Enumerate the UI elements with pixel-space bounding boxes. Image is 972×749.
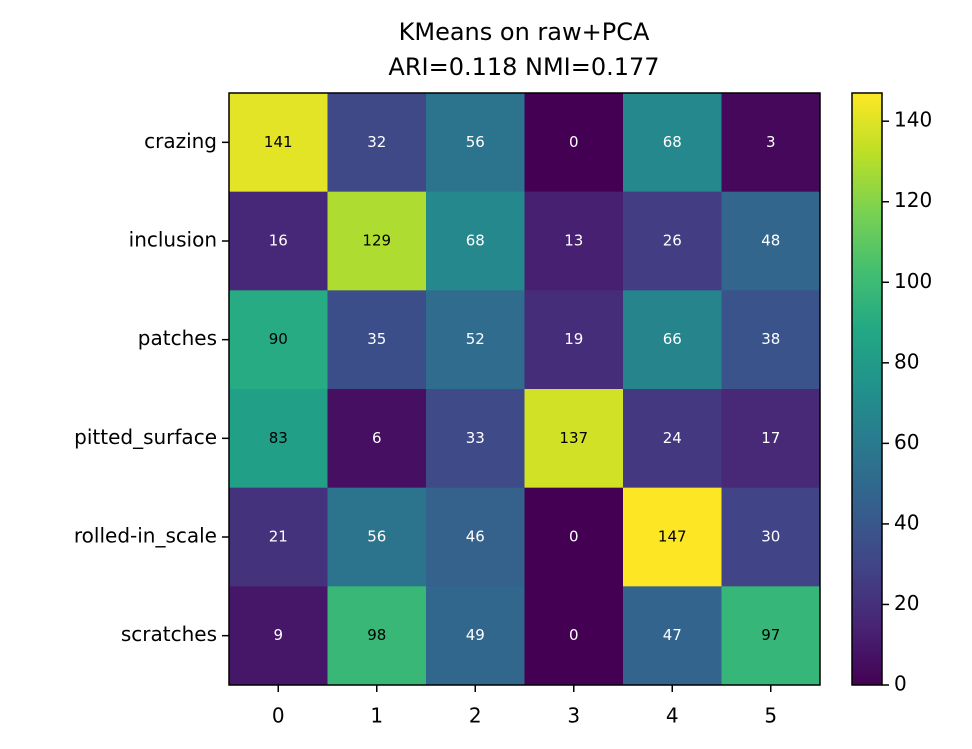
heatmap-cell	[327, 290, 427, 390]
heatmap-cell	[524, 487, 624, 587]
heatmap-cell	[426, 487, 525, 587]
heatmap-cell	[327, 191, 427, 291]
heatmap-cell	[229, 487, 328, 587]
chart-title: KMeans on raw+PCA	[399, 18, 650, 46]
heatmap-cell	[524, 389, 624, 489]
cell-label: 21	[269, 528, 288, 546]
heatmap-cell	[623, 93, 722, 193]
cell-label: 48	[761, 232, 780, 250]
cell-label: 19	[564, 330, 583, 348]
cell-label: 16	[269, 232, 288, 250]
heatmap-cell	[327, 389, 427, 489]
cell-label: 33	[466, 429, 485, 447]
heatmap-cell	[524, 586, 624, 686]
heatmap-cell	[623, 290, 722, 390]
cell-label: 56	[367, 528, 386, 546]
cell-label: 141	[264, 133, 293, 151]
cell-label: 83	[269, 429, 288, 447]
cell-label: 147	[658, 528, 687, 546]
cell-label: 56	[466, 133, 485, 151]
cell-label: 6	[372, 429, 382, 447]
heatmap-cell	[229, 389, 328, 489]
cell-label: 32	[367, 133, 386, 151]
colorbar-tick-label: 140	[894, 108, 932, 132]
x-tick-label: 1	[370, 704, 383, 728]
heatmap-cell	[721, 93, 821, 193]
x-tick-label: 2	[469, 704, 482, 728]
y-tick-label: scratches	[121, 622, 217, 646]
cell-label: 129	[362, 232, 391, 250]
y-tick-label: crazing	[144, 129, 217, 153]
heatmap-cell	[426, 93, 525, 193]
cell-label: 52	[466, 330, 485, 348]
cell-label: 68	[663, 133, 682, 151]
heatmap-cell	[426, 290, 525, 390]
y-tick-label: pitted_surface	[74, 425, 217, 449]
heatmap-cell	[426, 586, 525, 686]
heatmap-cell	[229, 191, 328, 291]
x-tick-label: 0	[272, 704, 285, 728]
y-tick-label: inclusion	[129, 228, 217, 252]
cell-label: 26	[663, 232, 682, 250]
colorbar	[851, 92, 883, 686]
colorbar-tick-label: 60	[894, 430, 919, 454]
cell-label: 98	[367, 626, 386, 644]
heatmap-cell	[229, 290, 328, 390]
heatmap-cell	[229, 93, 328, 193]
cell-label: 97	[761, 626, 780, 644]
colorbar-tick-label: 0	[894, 672, 907, 696]
cell-label: 137	[559, 429, 588, 447]
chart-subtitle: ARI=0.118 NMI=0.177	[388, 53, 659, 81]
cell-label: 3	[766, 133, 776, 151]
cell-label: 35	[367, 330, 386, 348]
heatmap-cell	[229, 586, 328, 686]
heatmap-cell	[327, 93, 427, 193]
heatmap-cell	[524, 191, 624, 291]
heatmap-cell	[721, 191, 821, 291]
heatmap-cell	[524, 93, 624, 193]
cell-label: 0	[569, 528, 579, 546]
cell-label: 90	[269, 330, 288, 348]
colorbar-tick-label: 120	[894, 188, 932, 212]
cell-label: 30	[761, 528, 780, 546]
heatmap-cell	[721, 586, 821, 686]
heatmap-cell	[721, 487, 821, 587]
heatmap-cell	[623, 389, 722, 489]
heatmap-cell	[327, 586, 427, 686]
heatmap-cell	[426, 191, 525, 291]
heatmap-cell	[327, 487, 427, 587]
heatmap-cell	[623, 586, 722, 686]
cell-label: 0	[569, 626, 579, 644]
heatmap-cell	[623, 191, 722, 291]
cell-label: 49	[466, 626, 485, 644]
heatmap-cell	[524, 290, 624, 390]
heatmap-cell	[623, 487, 722, 587]
heatmap-cell	[426, 389, 525, 489]
heatmap-cell	[721, 389, 821, 489]
cell-label: 17	[761, 429, 780, 447]
y-tick-label: patches	[138, 326, 217, 350]
cell-label: 47	[663, 626, 682, 644]
plot-frame	[228, 92, 821, 686]
cell-label: 24	[663, 429, 682, 447]
colorbar-tick-label: 100	[894, 269, 932, 293]
cell-label: 38	[761, 330, 780, 348]
colorbar-tick-label: 80	[894, 349, 919, 373]
x-tick-label: 3	[567, 704, 580, 728]
cell-label: 13	[564, 232, 583, 250]
cell-label: 9	[273, 626, 283, 644]
y-tick-label: rolled-in_scale	[74, 524, 217, 548]
x-tick-label: 5	[764, 704, 777, 728]
cell-label: 0	[569, 133, 579, 151]
x-tick-label: 4	[666, 704, 679, 728]
colorbar-tick-label: 20	[894, 591, 919, 615]
cell-label: 46	[466, 528, 485, 546]
heatmap-cell	[721, 290, 821, 390]
colorbar-tick-label: 40	[894, 510, 919, 534]
cell-label: 68	[466, 232, 485, 250]
cell-label: 66	[663, 330, 682, 348]
